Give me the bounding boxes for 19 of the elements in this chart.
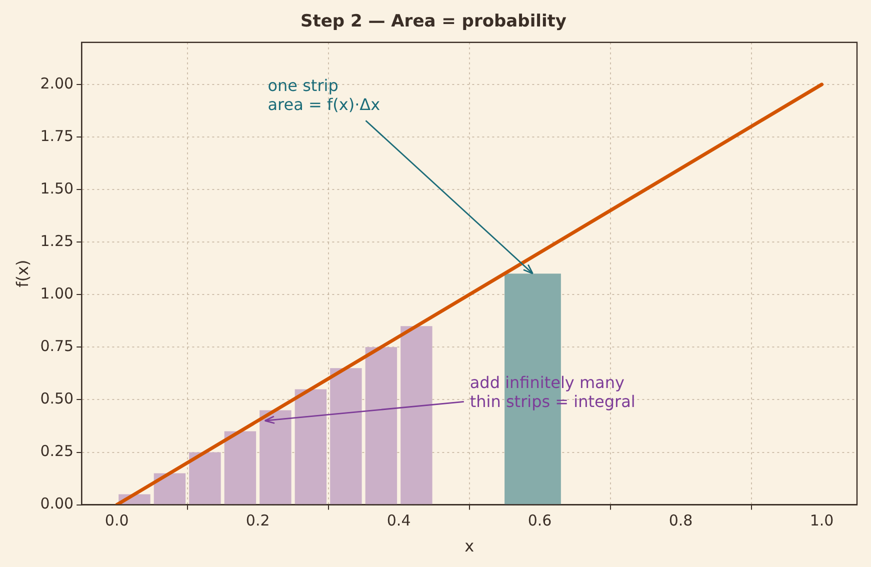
y-tick-label: 1.75: [40, 126, 74, 145]
x-tick-label: 0.0: [104, 512, 129, 530]
x-axis-title: x: [464, 536, 474, 556]
x-tick-label: 0.4: [386, 512, 411, 530]
x-tick-label: 0.8: [668, 512, 693, 530]
y-tick-label: 1.00: [40, 284, 74, 303]
y-tick-label: 2.00: [40, 74, 74, 92]
y-axis-title: f(x): [12, 260, 32, 288]
chart-title: Step 2 — Area = probability: [300, 12, 567, 32]
annotation: one strip area = f(x)·Δx: [268, 76, 380, 114]
y-tick-label: 1.25: [40, 232, 74, 250]
y-tick-label: 0.50: [40, 390, 74, 408]
y-tick-label: 0.75: [40, 337, 74, 356]
y-tick-label: 0.25: [40, 442, 74, 460]
x-tick-label: 0.6: [528, 512, 552, 530]
x-tick-label: 1.0: [810, 512, 834, 530]
y-tick-label: 1.50: [40, 179, 74, 198]
x-tick-label: 0.2: [246, 512, 270, 530]
y-tick-label: 0.00: [40, 494, 74, 513]
